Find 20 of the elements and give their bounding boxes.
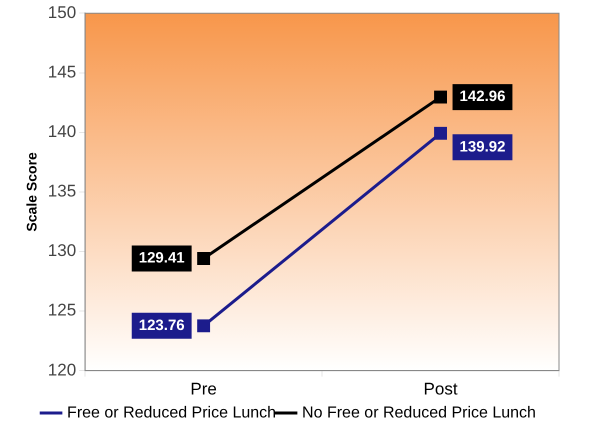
x-tick-label: Pre (190, 379, 217, 398)
legend-label: Free or Reduced Price Lunch (67, 404, 276, 422)
legend-label: No Free or Reduced Price Lunch (302, 404, 536, 422)
data-label: 139.92 (460, 138, 506, 156)
point (434, 90, 447, 104)
data-label: 142.96 (460, 88, 506, 106)
y-tick-label: 140 (48, 122, 76, 142)
y-tick-label: 125 (48, 300, 76, 320)
y-tick-label: 135 (48, 182, 76, 201)
y-axis-title: Scale Score (23, 152, 40, 232)
y-tick-label: 150 (48, 2, 76, 22)
point (197, 252, 210, 265)
y-tick-label: 120 (48, 360, 76, 380)
point (434, 126, 447, 140)
point (197, 319, 210, 332)
data-label: 123.76 (138, 316, 185, 334)
y-tick-label: 145 (48, 62, 76, 82)
data-label: 129.41 (138, 250, 185, 267)
x-tick-label: Post (424, 379, 458, 398)
y-tick-label: 130 (48, 241, 76, 260)
